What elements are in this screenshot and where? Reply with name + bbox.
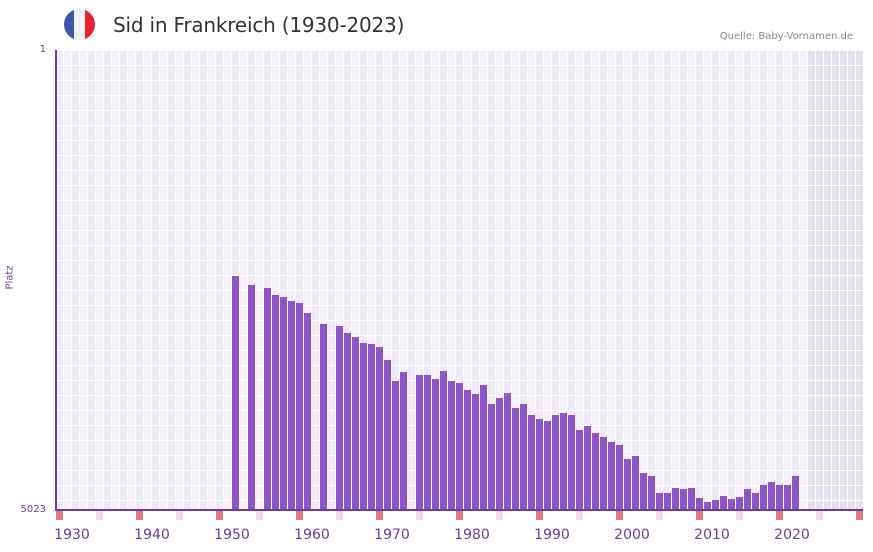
- bar-2017: [768, 481, 775, 510]
- bar-2006: [680, 489, 687, 510]
- bar-2002: [648, 476, 655, 510]
- bar-1991: [560, 412, 567, 510]
- bar-2011: [720, 495, 727, 510]
- year-markers: [56, 511, 863, 520]
- x-tick-1950: 1950: [214, 527, 250, 543]
- bar-1999: [624, 458, 631, 510]
- bar-1957: [288, 300, 295, 510]
- france-flag-icon: [64, 9, 95, 40]
- bar-1996: [600, 436, 607, 510]
- bar-1987: [528, 415, 535, 510]
- bar-1974: [424, 374, 431, 510]
- bar-1975: [432, 379, 439, 510]
- source-credit: Quelle: Baby-Vornamen.de: [719, 31, 853, 42]
- bar-1970: [392, 380, 399, 510]
- bar-1952: [248, 284, 255, 510]
- bar-1964: [344, 332, 351, 510]
- bar-1961: [320, 323, 327, 510]
- plot-area: [55, 50, 863, 510]
- bar-2015: [752, 492, 759, 510]
- bar-1990: [552, 415, 559, 510]
- bar-1981: [480, 384, 487, 510]
- bar-1967: [368, 344, 375, 510]
- bar-1968: [376, 346, 383, 510]
- bar-1989: [544, 420, 551, 510]
- bar-2016: [760, 484, 767, 510]
- bar-1973: [416, 374, 423, 510]
- bar-1992: [568, 415, 575, 510]
- x-tick-2010: 2010: [694, 527, 730, 543]
- bar-1988: [536, 418, 543, 510]
- bar-2007: [688, 488, 695, 510]
- bar-1995: [592, 432, 599, 510]
- bar-1977: [448, 380, 455, 510]
- bar-2018: [776, 484, 783, 510]
- bar-2019: [784, 484, 791, 510]
- y-axis-label: Platz: [4, 265, 16, 290]
- bar-1983: [496, 397, 503, 510]
- x-tick-1990: 1990: [534, 527, 570, 543]
- x-tick-1980: 1980: [454, 527, 490, 543]
- bar-2004: [664, 492, 671, 510]
- bar-2001: [640, 472, 647, 510]
- chart-title: Sid in Frankreich (1930-2023): [113, 13, 405, 37]
- bar-1955: [272, 295, 279, 510]
- bar-2008: [696, 498, 703, 510]
- bar-1969: [384, 359, 391, 510]
- x-tick-2000: 2000: [614, 527, 650, 543]
- bar-1980: [472, 393, 479, 510]
- bar-1985: [512, 407, 519, 510]
- bar-1978: [456, 382, 463, 510]
- bar-2020: [792, 476, 799, 510]
- flag-red: [84, 9, 95, 40]
- bar-1984: [504, 392, 511, 510]
- bar-1958: [296, 302, 303, 510]
- bar-2012: [728, 499, 735, 510]
- x-tick-1930: 1930: [54, 527, 90, 543]
- bar-2005: [672, 488, 679, 510]
- bar-1997: [608, 442, 615, 510]
- bar-1998: [616, 444, 623, 510]
- bar-1966: [360, 343, 367, 510]
- y-tick-bottom: 5023: [20, 504, 46, 515]
- bar-1965: [352, 336, 359, 510]
- x-axis-line: [55, 509, 863, 511]
- bar-1963: [336, 325, 343, 510]
- bar-1976: [440, 371, 447, 510]
- bar-2013: [736, 496, 743, 510]
- bar-2014: [744, 489, 751, 510]
- bar-1986: [520, 404, 527, 510]
- x-tick-1970: 1970: [374, 527, 410, 543]
- bar-1971: [400, 371, 407, 510]
- x-tick-1960: 1960: [294, 527, 330, 543]
- bar-2009: [704, 501, 711, 510]
- x-tick-2020: 2020: [774, 527, 810, 543]
- bar-1950: [232, 275, 239, 510]
- bar-1959: [304, 312, 311, 510]
- bar-1993: [576, 429, 583, 510]
- bar-1982: [488, 404, 495, 510]
- bar-2003: [656, 492, 663, 510]
- bar-1979: [464, 390, 471, 510]
- y-axis-line: [55, 50, 57, 511]
- flag-white: [74, 9, 85, 40]
- y-tick-top: 1: [39, 44, 46, 55]
- flag-blue: [64, 9, 75, 40]
- x-tick-1940: 1940: [134, 527, 170, 543]
- bar-2000: [632, 455, 639, 510]
- bar-1956: [280, 297, 287, 510]
- bar-1994: [584, 426, 591, 510]
- bar-1954: [264, 287, 271, 510]
- bar-2010: [712, 500, 719, 510]
